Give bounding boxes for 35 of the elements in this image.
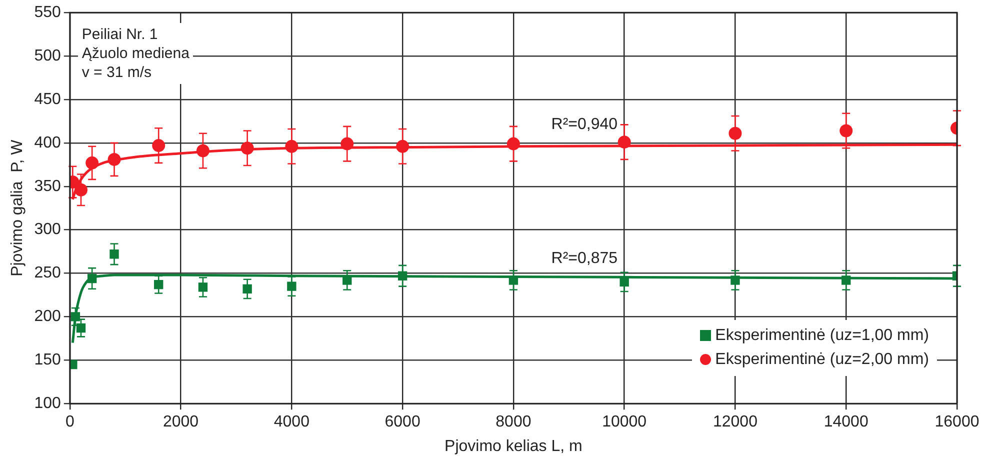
- y-tick-label: 400: [34, 134, 61, 152]
- y-tick-label: 200: [34, 308, 61, 326]
- annotation: Peiliai Nr. 1 Ąžuolo mediena v = 31 m/s: [78, 22, 194, 84]
- x-tick-label: 8000: [496, 414, 532, 431]
- point: [70, 360, 78, 370]
- x-tick-label: 0: [65, 414, 74, 431]
- y-tick-label: 350: [34, 178, 61, 195]
- point: [196, 144, 210, 158]
- y-tick-label: 450: [34, 90, 61, 108]
- x-tick-label: 2000: [162, 414, 199, 431]
- x-tick-label: 6000: [384, 414, 420, 431]
- y-tick-label: 550: [34, 4, 61, 22]
- y-tick-label: 250: [34, 264, 61, 282]
- x-tick-label: 12000: [712, 414, 758, 431]
- point: [396, 140, 410, 153]
- point: [74, 183, 88, 196]
- y-tick-label: 500: [34, 47, 61, 64]
- point: [198, 282, 208, 292]
- legend-label: Eksperimentinė (uz=2,00 mm): [715, 350, 929, 370]
- point: [287, 282, 296, 291]
- point: [506, 137, 520, 150]
- y-tick-label: 100: [34, 395, 61, 412]
- y-axis-title: Pjovimo galia P, W: [9, 138, 26, 276]
- x-axis-title: Pjovimo kelias L, m: [444, 438, 582, 455]
- y-tick-label: 300: [34, 221, 61, 238]
- x-tick-label: 16000: [934, 414, 980, 431]
- x-tick-label: 14000: [824, 414, 868, 431]
- y-tick-label: 150: [34, 352, 61, 369]
- point: [86, 156, 99, 170]
- annotation: R²=0,875: [551, 250, 618, 267]
- legend-label: Eksperimentinė (uz=1,00 mm): [715, 326, 929, 346]
- x-tick-label: 10000: [602, 414, 647, 431]
- x-tick-label: 4000: [274, 414, 310, 431]
- point: [730, 276, 740, 285]
- annotation: R²=0,940: [551, 116, 618, 134]
